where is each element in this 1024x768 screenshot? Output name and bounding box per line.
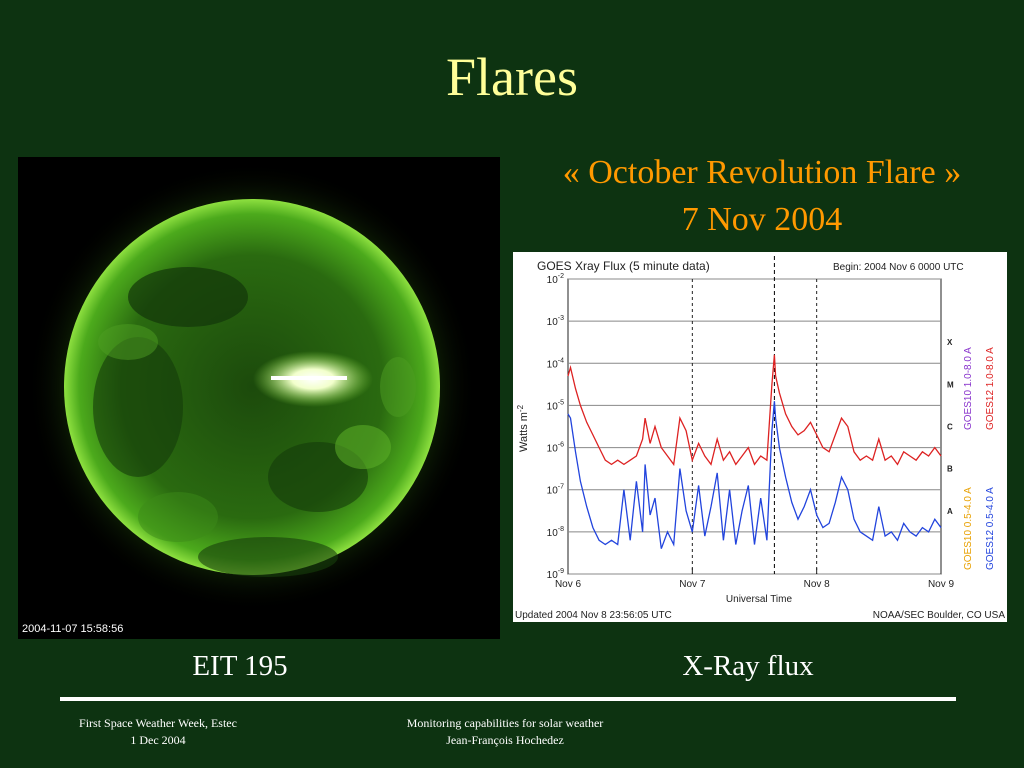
image-timestamp: 2004-11-07 15:58:56 (22, 623, 124, 635)
footer-event-date: 1 Dec 2004 (130, 733, 186, 747)
footer-event: First Space Weather Week, Estec 1 Dec 20… (28, 715, 288, 749)
y-tick-label: 10-7 (547, 484, 564, 497)
series-line (567, 401, 942, 549)
flare-class-label: M (947, 380, 954, 389)
chart-begin-label: Begin: 2004 Nov 6 0000 UTC (833, 262, 964, 273)
x-tick-label: Nov 7 (679, 579, 706, 590)
legend-goes10-entry: GOES10 0.5-4.0 A (963, 487, 974, 570)
source-label: NOAA/SEC Boulder, CO USA (873, 610, 1006, 621)
chart-svg: GOES Xray Flux (5 minute data) Begin: 20… (515, 256, 1006, 621)
caption-xray: X-Ray flux (682, 650, 814, 682)
flare-class-label: C (947, 423, 953, 432)
footer-talk-title: Monitoring capabilities for solar weathe… (406, 716, 604, 730)
y-tick-label: 10-6 (547, 442, 564, 455)
footer-talk: Monitoring capabilities for solar weathe… (355, 715, 655, 749)
y-tick-label: 10-8 (547, 526, 564, 539)
y-tick-label: 10-4 (547, 357, 564, 370)
y-tick-label: 10-2 (547, 273, 564, 286)
y-tick-label: 10-5 (547, 399, 564, 412)
y-axis-label: Watts m-2 (516, 404, 530, 452)
series-line (567, 354, 942, 467)
x-axis-label: Universal Time (726, 594, 793, 605)
footer-divider (60, 697, 956, 701)
footer-author: Jean-François Hochedez (446, 733, 564, 747)
caption-eit: EIT 195 (192, 650, 288, 682)
flare-class-label: A (947, 507, 953, 516)
flare-class-label: X (947, 338, 953, 347)
flare-class-label: B (947, 465, 953, 474)
legend-goes12-entry: GOES12 1.0-8.0 A (985, 347, 996, 430)
flare-date: 7 Nov 2004 (681, 201, 843, 238)
updated-label: Updated 2004 Nov 8 23:56:05 UTC (515, 610, 672, 621)
slide-title: Flares (446, 47, 578, 107)
plot-frame (567, 278, 942, 575)
footer-event-name: First Space Weather Week, Estec (79, 716, 237, 730)
legend-goes10-entry: GOES10 1.0-8.0 A (963, 347, 974, 430)
legend-goes12-entry: GOES12 0.5-4.0 A (985, 487, 996, 570)
y-tick-label: 10-3 (547, 315, 564, 328)
x-tick-label: Nov 8 (804, 579, 831, 590)
sun-disk-graphic (27, 162, 477, 612)
chart-title: GOES Xray Flux (5 minute data) (537, 259, 710, 273)
flare-name: « October Revolution Flare » (562, 154, 962, 191)
y-tick-label: 10-9 (547, 568, 564, 581)
goes-xray-chart: GOES Xray Flux (5 minute data) Begin: 20… (513, 252, 1007, 622)
x-tick-label: Nov 9 (928, 579, 955, 590)
eit-sun-image: 2004-11-07 15:58:56 (18, 157, 500, 639)
x-tick-label: Nov 6 (555, 579, 582, 590)
